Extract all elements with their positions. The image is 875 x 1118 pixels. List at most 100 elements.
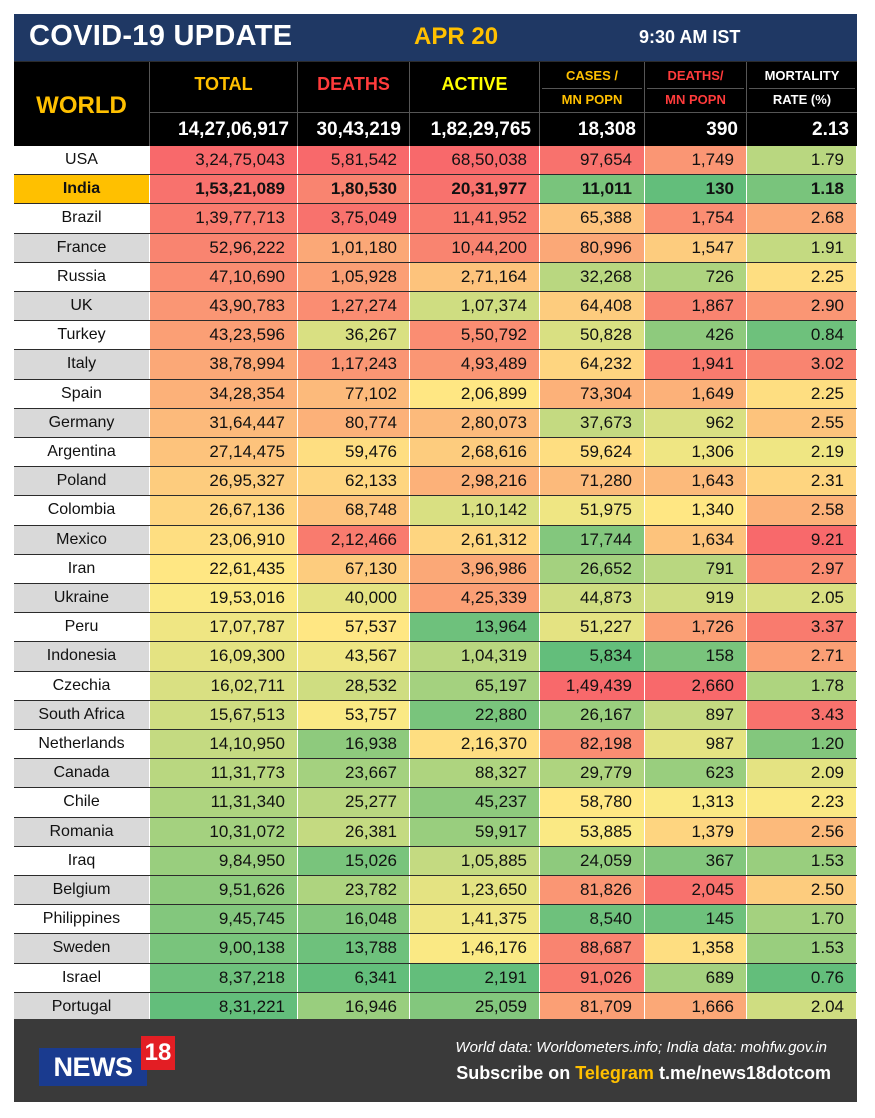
cell-mortality: 2.55 [747, 408, 857, 437]
cell-active: 25,059 [410, 992, 540, 1021]
world-mortality: 2.13 [812, 119, 849, 140]
col-deaths-mn-label-1: DEATHS/ [667, 68, 724, 83]
cell-deaths-mn: 145 [645, 905, 747, 934]
cell-cases-mn: 17,744 [540, 525, 645, 554]
cell-mortality: 2.25 [747, 262, 857, 291]
cell-deaths-mn: 1,547 [645, 233, 747, 262]
country-name: Russia [14, 262, 150, 291]
cell-mortality: 2.71 [747, 642, 857, 671]
header-col-divider [409, 62, 410, 160]
cell-cases-mn: 1,49,439 [540, 671, 645, 700]
cell-total: 9,51,626 [150, 876, 298, 905]
country-name: Colombia [14, 496, 150, 525]
country-name: Israel [14, 963, 150, 992]
cell-cases-mn: 32,268 [540, 262, 645, 291]
header-divider [542, 88, 642, 89]
cell-total: 9,84,950 [150, 846, 298, 875]
world-total: 14,27,06,917 [178, 119, 289, 140]
cell-deaths-mn: 987 [645, 730, 747, 759]
table-row: South Africa 15,67,513 53,757 22,880 26,167 8… [14, 700, 857, 730]
cell-active: 45,237 [410, 788, 540, 817]
cell-total: 8,31,221 [150, 992, 298, 1021]
table-row: Turkey 43,23,596 36,267 5,50,792 50,828 426 0.… [14, 321, 857, 350]
cell-total: 16,09,300 [150, 642, 298, 671]
cell-active: 22,880 [410, 700, 540, 729]
cell-total: 43,23,596 [150, 321, 298, 350]
cell-active: 1,46,176 [410, 934, 540, 963]
subscribe-link[interactable]: t.me/news18dotcom [658, 1063, 831, 1083]
table-row: USA 3,24,75,043 5,81,542 68,50,038 97,654 1,7… [14, 146, 857, 175]
cell-mortality: 2.68 [747, 204, 857, 233]
cell-deaths: 16,048 [298, 905, 410, 934]
country-name: India [14, 175, 150, 204]
cell-deaths: 28,532 [298, 671, 410, 700]
cell-deaths-mn: 1,867 [645, 292, 747, 321]
table-row: Belgium 9,51,626 23,782 1,23,650 81,826 2,045… [14, 876, 857, 905]
cell-cases-mn: 65,388 [540, 204, 645, 233]
logo-18-text: 18 [141, 1036, 175, 1070]
cell-total: 17,07,787 [150, 613, 298, 642]
cell-deaths: 23,667 [298, 759, 410, 788]
cell-cases-mn: 26,167 [540, 700, 645, 729]
country-name: UK [14, 292, 150, 321]
cell-cases-mn: 82,198 [540, 730, 645, 759]
cell-deaths-mn: 2,660 [645, 671, 747, 700]
header-row-divider [149, 112, 857, 113]
table-row: Netherlands 14,10,950 16,938 2,16,370 82,198… [14, 730, 857, 759]
cell-deaths: 25,277 [298, 788, 410, 817]
cell-mortality: 1.70 [747, 905, 857, 934]
cell-active: 2,80,073 [410, 408, 540, 437]
cell-mortality: 3.37 [747, 613, 857, 642]
cell-cases-mn: 29,779 [540, 759, 645, 788]
header-deaths-mn: DEATHS/ MN POPN 390 [645, 62, 746, 160]
table-row: France 52,96,222 1,01,180 10,44,200 80,996 1,… [14, 233, 857, 263]
cell-active: 2,16,370 [410, 730, 540, 759]
cell-deaths-mn: 1,313 [645, 788, 747, 817]
country-name: Philippines [14, 905, 150, 934]
cell-deaths: 77,102 [298, 379, 410, 408]
cell-mortality: 1.53 [747, 934, 857, 963]
country-name: Mexico [14, 525, 150, 554]
cell-cases-mn: 81,709 [540, 992, 645, 1021]
cell-deaths-mn: 962 [645, 408, 747, 437]
cell-deaths-mn: 1,941 [645, 350, 747, 379]
table-row: Brazil 1,39,77,713 3,75,049 11,41,952 65,388… [14, 204, 857, 233]
cell-mortality: 3.02 [747, 350, 857, 379]
cell-deaths-mn: 1,749 [645, 146, 747, 175]
cell-deaths: 3,75,049 [298, 204, 410, 233]
cell-deaths-mn: 1,754 [645, 204, 747, 233]
cell-deaths-mn: 130 [645, 175, 747, 204]
cell-active: 1,04,319 [410, 642, 540, 671]
cell-deaths: 15,026 [298, 846, 410, 875]
cell-deaths-mn: 367 [645, 846, 747, 875]
cell-cases-mn: 97,654 [540, 146, 645, 175]
col-mortality-label-2: RATE (%) [772, 92, 832, 107]
cell-active: 2,06,899 [410, 379, 540, 408]
cell-total: 43,90,783 [150, 292, 298, 321]
cell-deaths-mn: 791 [645, 554, 747, 583]
cell-deaths: 26,381 [298, 817, 410, 846]
cell-cases-mn: 88,687 [540, 934, 645, 963]
cell-total: 23,06,910 [150, 525, 298, 554]
cell-active: 2,191 [410, 963, 540, 992]
cell-active: 65,197 [410, 671, 540, 700]
country-name: Germany [14, 408, 150, 437]
cell-deaths: 67,130 [298, 554, 410, 583]
cell-mortality: 2.58 [747, 496, 857, 525]
table-row: Spain 34,28,354 77,102 2,06,899 73,304 1,649 2… [14, 379, 857, 409]
cell-active: 20,31,977 [410, 175, 540, 204]
data-source: World data: Worldometers.info; India dat… [455, 1039, 827, 1056]
subscribe-prefix: Subscribe on [456, 1063, 571, 1083]
table-row: Iraq 9,84,950 15,026 1,05,885 24,059 367 1.53 [14, 846, 857, 876]
table-row: Mexico 23,06,910 2,12,466 2,61,312 17,744 1,6… [14, 525, 857, 555]
cell-cases-mn: 81,826 [540, 876, 645, 905]
country-name: Canada [14, 759, 150, 788]
cell-deaths: 36,267 [298, 321, 410, 350]
header-divider [749, 88, 855, 89]
cell-mortality: 2.97 [747, 554, 857, 583]
cell-deaths: 2,12,466 [298, 525, 410, 554]
col-mortality-label-1: MORTALITY [764, 68, 840, 83]
update-time: 9:30 AM IST [639, 27, 741, 47]
country-name: Argentina [14, 438, 150, 467]
table-row: Sweden 9,00,138 13,788 1,46,176 88,687 1,358 1… [14, 934, 857, 963]
